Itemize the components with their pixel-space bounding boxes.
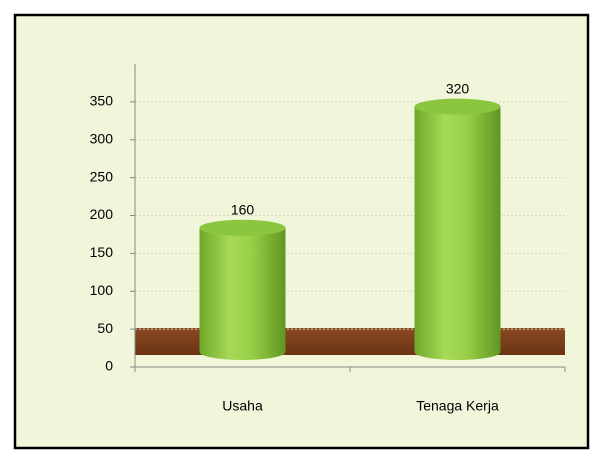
x-tick-label: Tenaga Kerja <box>416 398 499 414</box>
bar <box>199 219 286 360</box>
bar-top <box>199 219 286 236</box>
bar-top <box>414 98 501 115</box>
y-tick-label: 50 <box>97 320 113 336</box>
data-label: 160 <box>231 202 255 218</box>
y-tick-label: 100 <box>90 282 114 298</box>
bar <box>414 98 501 360</box>
y-tick-label: 250 <box>90 168 114 184</box>
y-tick-label: 300 <box>90 130 114 146</box>
y-tick-label: 150 <box>90 244 114 260</box>
y-tick-label: 350 <box>90 93 114 109</box>
y-tick-label: 200 <box>90 206 114 222</box>
bar-body <box>414 106 501 360</box>
chart-frame <box>13 13 590 450</box>
bar-body <box>199 227 286 360</box>
data-label: 320 <box>446 80 470 96</box>
y-tick-label: 0 <box>105 358 113 374</box>
x-tick-label: Usaha <box>222 398 263 414</box>
